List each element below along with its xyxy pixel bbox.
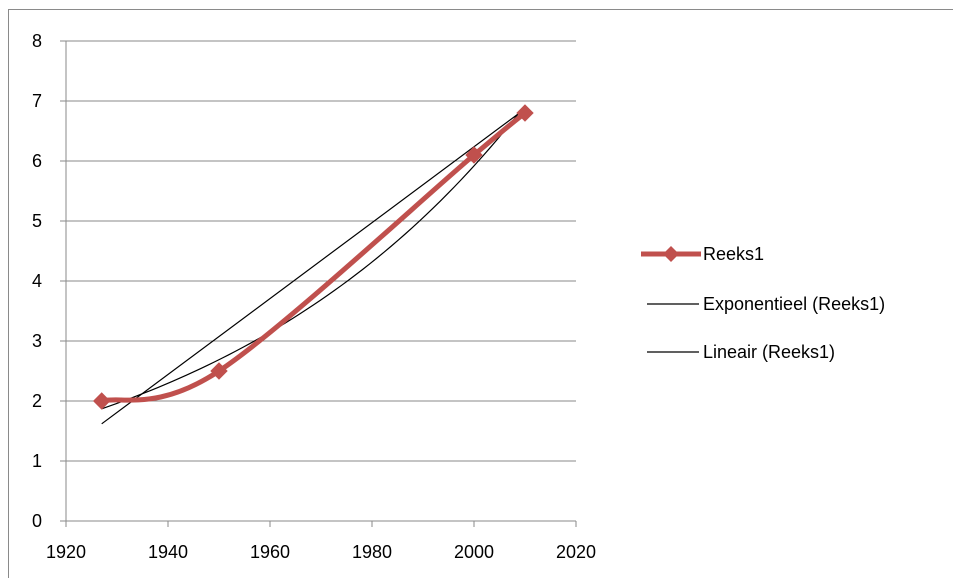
axes: 0 1 2 3 4 5 6 7 8 1920 1940 1960 1980 2000 2020 <box>32 31 596 562</box>
legend-label-reeks1: Reeks1 <box>703 244 764 264</box>
x-tick-label-2020: 2020 <box>556 542 596 562</box>
y-tick-label-5: 5 <box>32 211 42 231</box>
x-tick-label-1960: 1960 <box>250 542 290 562</box>
data-point-marker-2000 <box>465 146 483 164</box>
x-tick-label-1940: 1940 <box>148 542 188 562</box>
legend: Reeks1 Exponentieel (Reeks1) Lineair (Reek… <box>641 244 885 362</box>
x-tick-label-1920: 1920 <box>46 542 86 562</box>
y-tick-label-2: 2 <box>32 391 42 411</box>
legend-label-exponential: Exponentieel (Reeks1) <box>703 294 885 314</box>
trendline-linear <box>101 108 526 425</box>
series-reeks1 <box>92 104 534 410</box>
trendline-exponential <box>101 104 526 410</box>
legend-marker-reeks1 <box>663 246 679 262</box>
series-line-reeks1 <box>99 110 528 404</box>
line-chart: 0 1 2 3 4 5 6 7 8 1920 1940 1960 1980 2000 2020 Reeks1… <box>32 31 885 562</box>
data-point-marker-1950 <box>210 362 228 380</box>
trendlines <box>101 104 526 425</box>
y-tick-label-6: 6 <box>32 151 42 171</box>
x-tick-label-1980: 1980 <box>352 542 392 562</box>
y-tick-label-0: 0 <box>32 511 42 531</box>
y-tick-label-1: 1 <box>32 451 42 471</box>
y-tick-label-7: 7 <box>32 91 42 111</box>
legend-label-linear: Lineair (Reeks1) <box>703 342 835 362</box>
x-tick-label-2000: 2000 <box>454 542 494 562</box>
data-point-marker-2010 <box>516 104 534 122</box>
data-point-marker-1927 <box>92 392 111 410</box>
y-tick-label-3: 3 <box>32 331 42 351</box>
y-tick-label-8: 8 <box>32 31 42 51</box>
chart-frame: 0 1 2 3 4 5 6 7 8 1920 1940 1960 1980 2000 2020 Reeks1… <box>8 9 953 578</box>
y-tick-label-4: 4 <box>32 271 42 291</box>
